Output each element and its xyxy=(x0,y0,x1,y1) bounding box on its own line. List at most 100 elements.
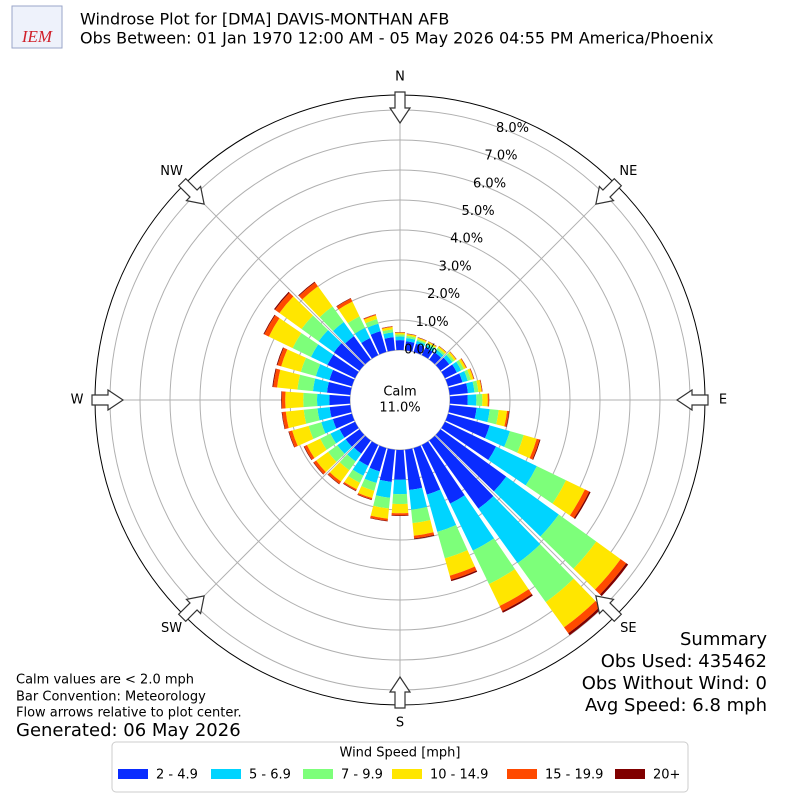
rose-bar xyxy=(273,368,281,388)
r-tick-label: 5.0% xyxy=(462,204,495,219)
rose-bar xyxy=(493,476,559,537)
rose-bar xyxy=(480,379,483,392)
rose-bar xyxy=(370,505,389,519)
rose-bar xyxy=(373,495,391,509)
rose-bar xyxy=(330,429,345,444)
flow-arrow xyxy=(177,595,205,623)
rose-bar xyxy=(470,368,475,380)
rose-bar xyxy=(517,435,537,459)
rose-bar xyxy=(395,340,405,351)
compass-label: SW xyxy=(161,621,182,636)
rose-bar xyxy=(329,369,355,387)
rose-bar xyxy=(436,347,445,356)
rose-bar xyxy=(573,491,591,519)
note: Calm values are < 2.0 mph xyxy=(16,673,194,688)
rose-bar xyxy=(443,354,453,365)
rose-bar xyxy=(517,544,574,603)
rose-bar xyxy=(502,593,533,613)
rose-bar xyxy=(363,315,378,324)
rose-bar xyxy=(382,329,394,335)
rose-bar xyxy=(413,343,424,355)
legend-swatch xyxy=(303,769,333,779)
rose-bar xyxy=(367,323,381,335)
rose-bar xyxy=(467,368,474,380)
rose-bar xyxy=(406,334,417,338)
legend-label: 5 - 6.9 xyxy=(249,768,291,783)
rose-bar xyxy=(438,346,447,353)
rose-bar xyxy=(416,339,426,344)
rose-bar xyxy=(452,361,462,373)
rose-bar xyxy=(327,474,340,485)
rose-bar xyxy=(395,336,405,341)
rose-bar xyxy=(459,371,468,383)
rose-bar xyxy=(288,430,298,448)
rose-bar xyxy=(448,405,477,419)
rose-bar xyxy=(414,534,435,540)
rose-bar xyxy=(504,410,509,427)
rose-bar xyxy=(434,349,444,358)
legend-swatch xyxy=(118,769,148,779)
rose-bar xyxy=(327,354,359,379)
spoke xyxy=(435,183,617,365)
r-tick-label: 4.0% xyxy=(450,232,483,247)
legend-swatch xyxy=(392,769,422,779)
compass-label: NE xyxy=(619,164,637,179)
rose-bar xyxy=(474,407,490,423)
rose-bar xyxy=(312,378,329,393)
rose-bar xyxy=(564,601,601,634)
rose-bar xyxy=(281,349,306,372)
rose-bar xyxy=(313,462,324,475)
rose-bar xyxy=(328,445,345,462)
rose-bar xyxy=(285,391,304,409)
legend-label: 15 - 19.9 xyxy=(545,768,603,783)
rose-bar xyxy=(425,344,435,352)
summary-line: Avg Speed: 6.8 mph xyxy=(585,695,767,716)
rose-bar xyxy=(281,411,286,430)
rose-bar xyxy=(460,358,467,369)
rose-bar xyxy=(345,429,365,447)
rose-bar xyxy=(438,345,447,353)
rose-bar xyxy=(288,431,295,448)
rose-bar xyxy=(315,364,334,381)
rose-bar xyxy=(417,337,427,341)
rose-bar xyxy=(552,480,585,516)
rose-bar xyxy=(406,333,417,336)
calm-circle xyxy=(351,351,449,449)
rose-bar xyxy=(326,381,352,395)
rose-bar xyxy=(409,487,428,510)
rose-bar xyxy=(395,332,405,335)
rose-bar xyxy=(279,296,313,329)
rose-bar xyxy=(444,550,475,576)
rose-bar xyxy=(441,421,497,460)
rose-bar xyxy=(354,327,371,344)
summary-line: Obs Used: 435462 xyxy=(601,651,767,672)
rose-bar xyxy=(263,314,276,335)
rose-bar xyxy=(336,298,353,310)
rose-bar xyxy=(272,368,277,388)
rose-bar xyxy=(428,341,437,347)
rose-bar xyxy=(329,405,352,418)
legend-label: 2 - 4.9 xyxy=(156,768,198,783)
rose-bar xyxy=(363,314,376,319)
note: Flow arrows relative to plot center. xyxy=(16,706,242,721)
rose-bar xyxy=(381,326,393,329)
rose-bar xyxy=(489,569,529,606)
flow-arrow xyxy=(595,595,623,623)
rose-bar xyxy=(532,439,541,460)
rose-bar xyxy=(487,393,489,407)
rose-bar xyxy=(317,393,330,407)
rose-bar xyxy=(304,445,315,460)
rose-bar xyxy=(411,506,431,524)
rose-bar xyxy=(394,449,406,480)
r-tick-label: 1.0% xyxy=(416,315,449,330)
generated: Generated: 06 May 2026 xyxy=(16,720,241,741)
legend-label: 20+ xyxy=(653,768,680,783)
rose-bar xyxy=(450,570,478,582)
rose-bar xyxy=(274,291,290,310)
legend-swatch xyxy=(507,769,537,779)
rose-bar xyxy=(277,347,288,367)
rose-bar xyxy=(392,493,408,505)
rose-bar xyxy=(383,332,394,339)
rose-bar xyxy=(569,489,590,519)
rose-bar xyxy=(318,330,342,353)
